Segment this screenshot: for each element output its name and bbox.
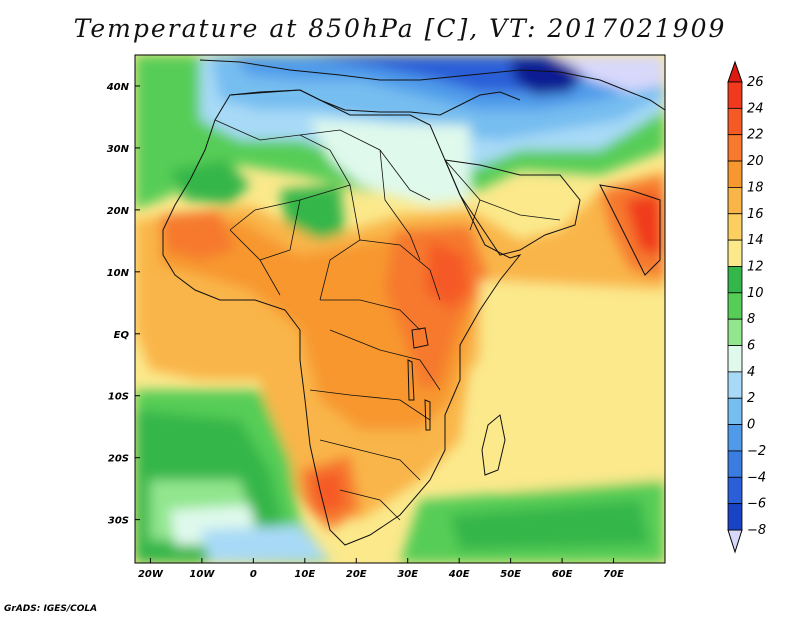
colorbar-box <box>727 397 743 425</box>
colorbar-label: 22 <box>747 128 764 143</box>
lat-tick-label: 30N <box>107 144 130 155</box>
colorbar-label: 14 <box>747 233 764 248</box>
colorbar-box <box>727 476 743 505</box>
lake-victoria <box>411 327 429 349</box>
field-india-hotter <box>625 195 662 255</box>
india-coastline <box>599 184 661 276</box>
colorbar-label: 8 <box>747 312 755 327</box>
map-frame: 20W 10W 0 10E 20E 30E 40E 50E 60E 70E 40N 30N 20N 10… <box>106 54 666 580</box>
field-east-africa-hotter <box>425 240 470 310</box>
colorbar-box <box>727 424 743 452</box>
colorbar-label: −6 <box>747 497 766 512</box>
field-sio-darkgreen <box>450 500 650 550</box>
colorbar-label: 2 <box>747 391 755 406</box>
colorbar-box <box>727 239 743 267</box>
lat-ticks: 40N 30N 20N 10N EQ 10S 20S 30S <box>106 82 140 527</box>
colorbar-box <box>727 160 743 188</box>
field-west-green <box>170 160 250 205</box>
field-satl-blue <box>200 525 330 563</box>
colorbar-box <box>727 292 743 320</box>
credit-label: GrADS: IGES/COLA <box>4 604 98 614</box>
colorbar-label: 10 <box>747 286 764 301</box>
colorbar-label: −4 <box>747 470 766 485</box>
colorbar-box <box>727 318 743 346</box>
colorbar-box <box>727 187 743 215</box>
europe-coastline <box>199 59 665 111</box>
lat-tick-label: EQ <box>114 330 130 341</box>
country-borders <box>214 119 561 521</box>
lon-tick-label: 50E <box>500 569 521 580</box>
colorbar-box <box>727 134 743 162</box>
colorbar-label: 6 <box>747 339 755 354</box>
lon-tick-label: 30E <box>397 569 418 580</box>
colorbar-box <box>727 503 743 531</box>
lat-tick-label: 10S <box>108 392 129 403</box>
field-north-lavender <box>548 55 665 92</box>
lat-tick-label: 20S <box>108 454 129 465</box>
field-ocean-yellow <box>470 280 665 490</box>
colorbar-label: 24 <box>747 101 764 116</box>
colorbar-box <box>727 371 743 399</box>
field-north-navy <box>510 58 585 95</box>
lon-ticks: 20W 10W 0 10E 20E 30E 40E 50E 60E 70E <box>138 558 624 580</box>
colorbar-label: −8 <box>747 523 766 538</box>
mediterranean-coastline <box>229 89 521 116</box>
lat-tick-label: 10N <box>107 268 130 279</box>
lat-tick-label: 20N <box>107 206 130 217</box>
lon-tick-label: 70E <box>603 569 624 580</box>
lon-tick-label: 20E <box>346 569 367 580</box>
colorbar-label: −2 <box>747 444 766 459</box>
lon-tick-label: 20W <box>138 569 164 580</box>
colorbar-top-arrow <box>727 60 743 83</box>
map-title: Temperature at 850hPa [C], VT: 201702190… <box>73 14 727 43</box>
lake-tanganyika <box>407 359 415 401</box>
colorbar-box <box>727 266 743 294</box>
colorbar-label: 0 <box>747 418 755 433</box>
coastlines <box>162 59 665 546</box>
colorbar-label: 4 <box>747 365 755 380</box>
colorbar-box <box>727 450 743 478</box>
madagascar-coastline <box>481 414 506 476</box>
africa-coastline <box>162 89 522 546</box>
lon-tick-label: 10E <box>294 569 315 580</box>
field-sahara-pale <box>310 120 470 205</box>
field-westafrica-hot <box>160 210 235 260</box>
colorbar-label: 26 <box>747 75 764 90</box>
colorbar-label: 18 <box>747 180 764 195</box>
temperature-field <box>135 55 665 563</box>
colorbar-bottom-arrow <box>727 529 743 554</box>
colorbar-box <box>727 345 743 373</box>
lon-tick-label: 60E <box>552 569 573 580</box>
lake-malawi <box>424 399 431 431</box>
colorbar-box <box>727 213 743 241</box>
colorbar-boxes <box>727 81 743 531</box>
lat-tick-label: 30S <box>108 516 129 527</box>
arabia-coastline <box>444 159 581 256</box>
lat-tick-label: 40N <box>106 82 130 93</box>
lon-tick-label: 40E <box>448 569 470 580</box>
colorbar-box <box>727 81 743 109</box>
colorbar-label: 20 <box>747 154 764 169</box>
colorbar-label: 12 <box>747 259 764 274</box>
field-safrica-hotter <box>310 470 345 515</box>
lon-tick-label: 10W <box>189 569 215 580</box>
colorbar-box <box>727 107 743 136</box>
colorbar-label: 16 <box>747 207 764 222</box>
lon-tick-label: 0 <box>250 569 257 580</box>
